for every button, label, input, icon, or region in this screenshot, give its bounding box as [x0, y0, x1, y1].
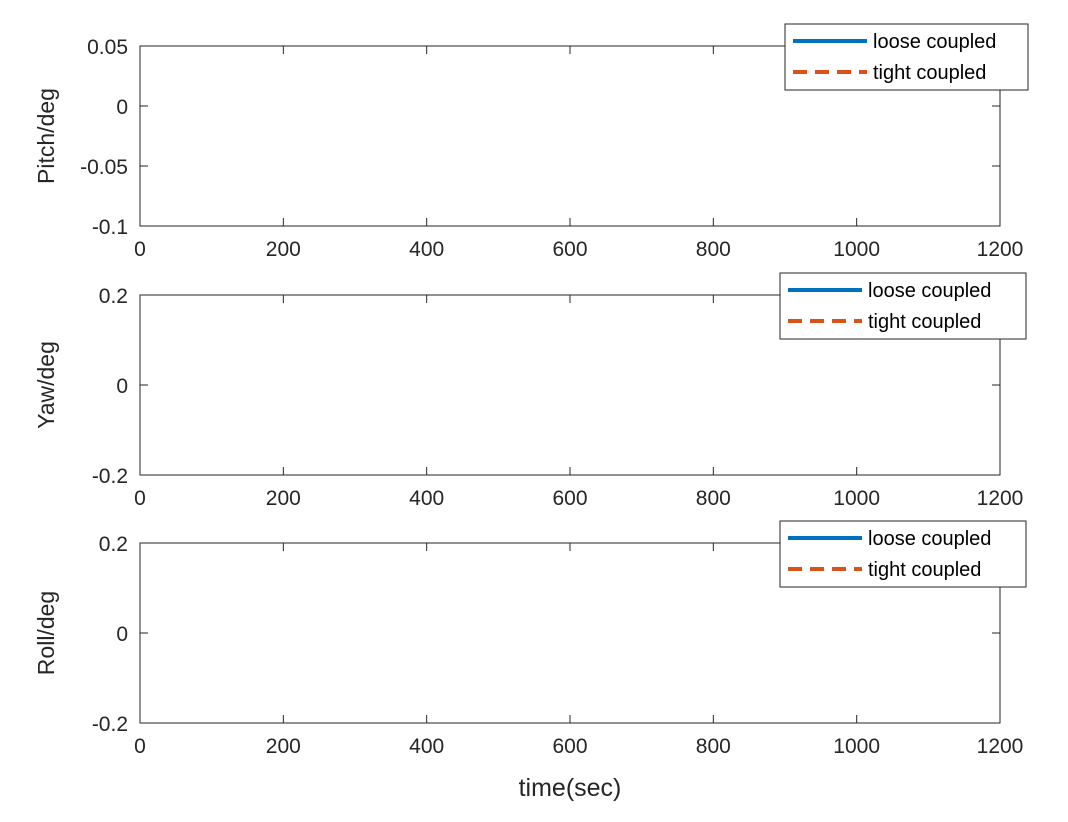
- x-tick-label: 0: [134, 238, 146, 261]
- x-tick-label: 1200: [977, 238, 1024, 261]
- x-tick-label: 200: [266, 238, 301, 261]
- y-tick-label: 0.2: [99, 533, 128, 556]
- x-axis-label: time(sec): [519, 774, 622, 802]
- y-tick-label: -0.2: [92, 713, 128, 736]
- legend: loose coupled tight coupled: [779, 272, 1027, 340]
- x-tick-label: 1000: [833, 735, 880, 758]
- legend-label-tight-coupled: tight coupled: [868, 559, 981, 581]
- y-axis-label: Roll/deg: [33, 591, 59, 675]
- legend-label-loose-coupled: loose coupled: [868, 528, 991, 550]
- x-tick-label: 800: [696, 487, 731, 510]
- y-tick-label: -0.2: [92, 465, 128, 488]
- legend-label-loose-coupled: loose coupled: [873, 31, 996, 53]
- subplot-3: 0 200 400 600 800 1000 1200 -0.2 0 0.2 Roll/deg tim…: [33, 520, 1027, 802]
- x-tick-label: 600: [552, 487, 587, 510]
- legend-label-loose-coupled: loose coupled: [868, 280, 991, 302]
- x-tick-label: 200: [266, 735, 301, 758]
- y-tick-label: 0: [116, 623, 128, 646]
- x-tick-label: 1200: [977, 487, 1024, 510]
- x-tick-label: 1000: [833, 238, 880, 261]
- x-tick-label: 600: [552, 735, 587, 758]
- y-axis-label: Pitch/deg: [33, 88, 59, 184]
- legend-label-tight-coupled: tight coupled: [868, 311, 981, 333]
- x-tick-label: 0: [134, 735, 146, 758]
- subplot-2: 0 200 400 600 800 1000 1200 -0.2 0 0.2 Yaw/deg loos…: [33, 272, 1027, 510]
- legend: loose coupled tight coupled: [784, 23, 1029, 91]
- legend-box: [779, 272, 1027, 340]
- y-tick-label: -0.1: [92, 216, 128, 239]
- legend-label-tight-coupled: tight coupled: [873, 62, 986, 84]
- legend-box: [784, 23, 1029, 91]
- y-tick-label: 0.2: [99, 285, 128, 308]
- x-tick-label: 1200: [977, 735, 1024, 758]
- y-axis-label: Yaw/deg: [33, 341, 59, 429]
- legend: loose coupled tight coupled: [779, 520, 1027, 588]
- x-tick-label: 600: [552, 238, 587, 261]
- legend-box: [779, 520, 1027, 588]
- y-tick-label: 0: [116, 96, 128, 119]
- x-tick-label: 1000: [833, 487, 880, 510]
- x-tick-label: 0: [134, 487, 146, 510]
- x-tick-label: 400: [409, 487, 444, 510]
- y-tick-label: 0: [116, 375, 128, 398]
- x-tick-label: 200: [266, 487, 301, 510]
- subplot-1: 0 200 400 600 800 1000 1200 -0.1 -0.05 0 0.05 Pitch…: [33, 23, 1029, 261]
- x-tick-label: 800: [696, 735, 731, 758]
- y-tick-label: 0.05: [87, 36, 128, 59]
- x-tick-label: 800: [696, 238, 731, 261]
- x-tick-label: 400: [409, 735, 444, 758]
- x-tick-label: 400: [409, 238, 444, 261]
- y-tick-label: -0.05: [80, 156, 128, 179]
